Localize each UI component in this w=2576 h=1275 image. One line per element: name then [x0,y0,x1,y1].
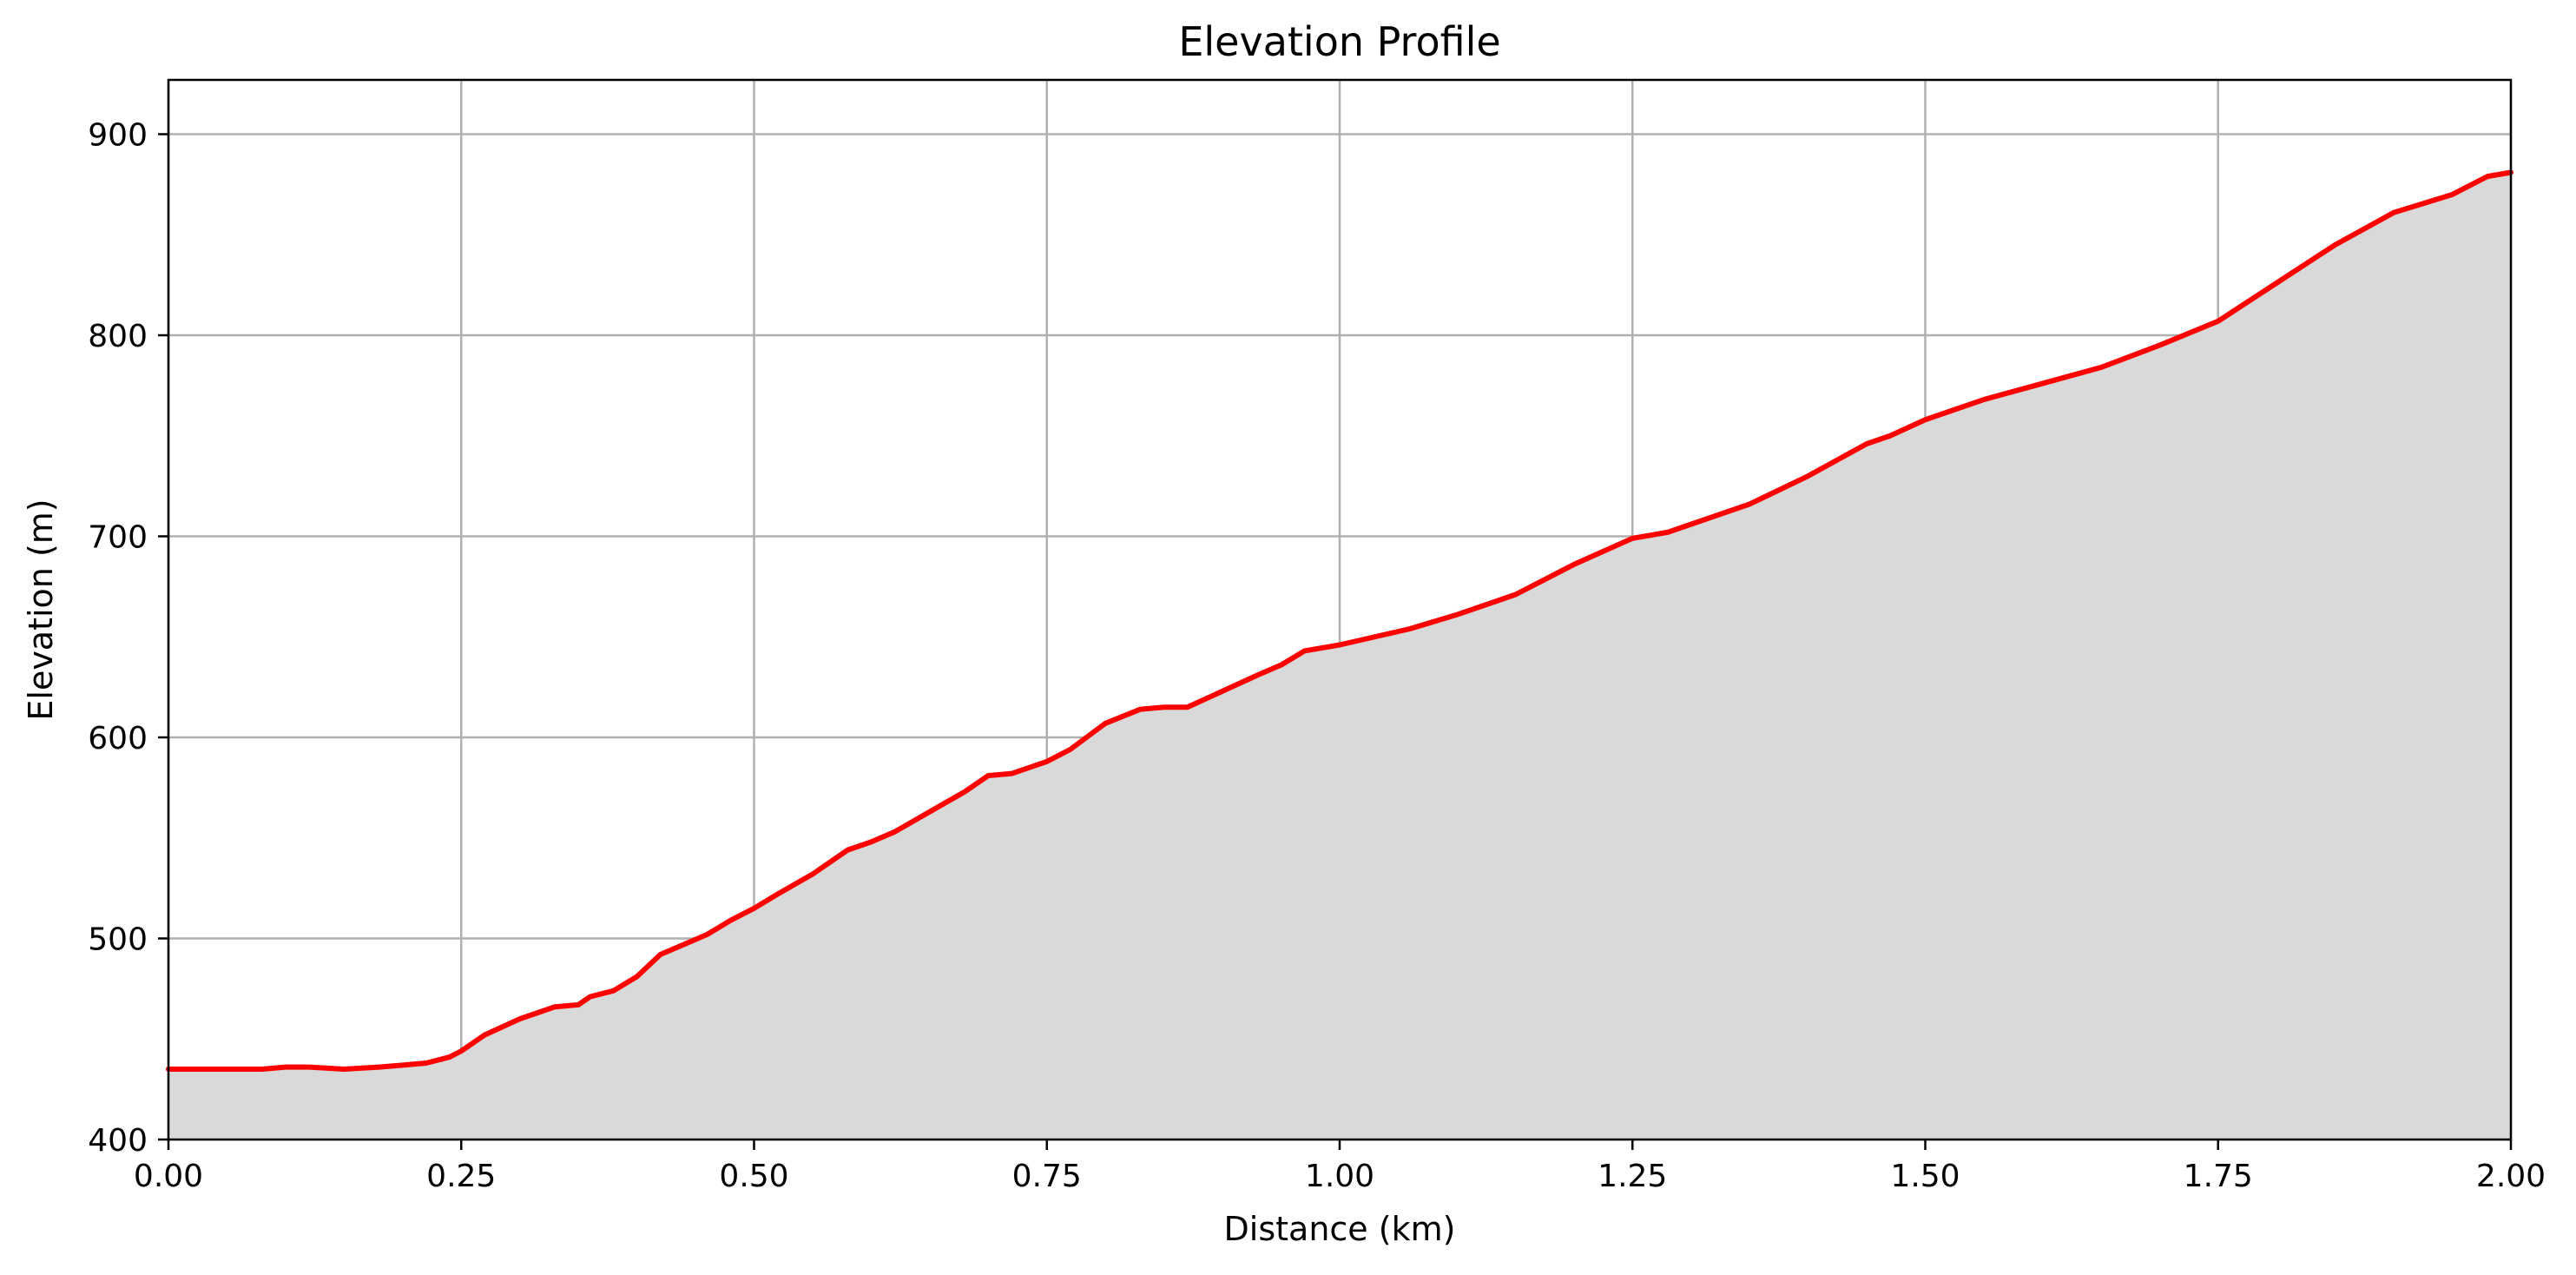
x-tick-label: 0.75 [1012,1159,1082,1194]
x-tick-label: 0.00 [134,1159,203,1194]
y-tick-label: 400 [88,1123,148,1159]
y-tick-label: 800 [88,319,148,354]
x-tick-label: 1.75 [2184,1159,2253,1194]
x-tick-label: 1.00 [1305,1159,1374,1194]
x-tick-label: 1.50 [1890,1159,1960,1194]
x-tick-label: 1.25 [1598,1159,1667,1194]
y-tick-label: 700 [88,520,148,556]
chart-title: Elevation Profile [1178,18,1500,65]
y-axis-ticks: 400 500 600 700 800 900 [88,118,168,1159]
x-tick-label: 0.50 [719,1159,788,1194]
y-axis-title: Elevation (m) [22,499,60,720]
elevation-line [166,169,2513,1072]
x-tick-label: 0.25 [426,1159,496,1194]
elevation-area-fill [168,172,2511,1140]
y-tick-label: 500 [88,922,148,958]
x-tick-label: 2.00 [2476,1159,2546,1194]
x-axis-title: Distance (km) [1224,1210,1456,1248]
y-tick-label: 600 [88,721,148,756]
x-axis-ticks: 0.00 0.25 0.50 0.75 1.00 1.25 1.50 1.75 2.00 [134,1140,2546,1194]
y-tick-label: 900 [88,118,148,154]
